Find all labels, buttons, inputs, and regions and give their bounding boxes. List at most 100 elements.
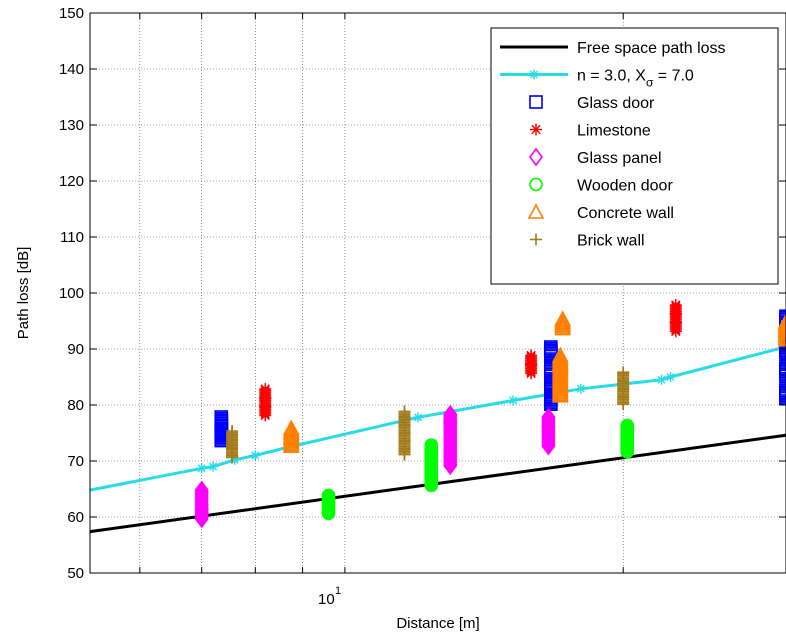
data-point [443,432,458,452]
y-axis-label: Path loss [dB] [15,247,32,340]
data-point [551,356,569,372]
data-point [194,501,209,520]
data-point [541,424,556,443]
data-point [194,486,209,506]
legend-label-limestone: Limestone [577,123,651,140]
data-point [541,415,556,435]
legend-marker-glass-door [529,95,543,109]
x-axis-label: Distance [m] [396,615,479,632]
fitted-model-point [196,463,207,474]
data-point [541,435,556,454]
data-point [551,387,569,403]
fitted-model-point [250,450,261,461]
x-tick-label-base: 10 [318,591,335,608]
data-point [620,428,635,442]
data-point [443,414,458,434]
legend-marker-brick-wall [530,233,542,246]
data-point [194,480,209,500]
data-point [194,499,209,519]
data-point [443,412,458,432]
data-point [779,369,786,384]
data-point [443,406,458,426]
data-point [194,508,209,527]
data-point [194,485,209,504]
data-point [443,411,458,430]
data-point [541,425,556,445]
legend-label-wooden-door: Wooden door [577,178,673,195]
y-tick-label: 90 [67,341,84,358]
legend-box [490,27,779,285]
data-point [194,488,209,508]
data-point [541,417,556,436]
data-point [525,359,538,371]
y-tick-label: 120 [59,173,84,190]
axis-ticks: 50 60 70 80 90 100 110 120 130 140 150 [59,5,786,582]
data-point [398,415,411,427]
data-point [541,410,556,430]
data-point [551,375,569,392]
y-tick-label: 60 [67,509,84,526]
data-point [443,443,458,463]
data-point [525,367,538,380]
fitted-model-point [229,454,240,465]
data-point [443,430,458,450]
data-point [443,404,458,424]
data-point [194,498,209,517]
data-point [443,422,458,442]
legend-marker-concrete-wall [527,203,545,219]
legend-marker-glass-panel [529,147,543,167]
data-point [398,426,411,439]
data-point [194,509,209,529]
data-point [443,408,458,427]
series-brick-wall [226,366,630,464]
x-tick-label-exponent: 1 [335,585,341,597]
data-point [259,409,272,422]
data-point [544,397,558,412]
series-wooden-door [321,418,635,521]
data-point [617,398,630,411]
y-tick-label: 50 [67,565,84,582]
y-tick-label: 140 [59,61,84,78]
legend-label-free-space: Free space path loss [577,40,726,57]
data-point [443,453,458,472]
data-point [551,364,569,381]
legend-label-fitted-model: n = 3.0, Xσ = 7.0 [577,68,694,90]
data-point [669,308,682,321]
data-point [194,482,209,501]
legend-label-glass-door: Glass door [577,95,655,112]
data-point [282,429,300,445]
data-point [541,436,556,456]
legend: Free space path loss n = 3.0, Xσ = 7.0 Gla… [490,27,779,285]
data-point [669,325,682,338]
data-point [617,387,630,399]
data-point [669,317,682,329]
data-point [541,412,556,432]
data-point [779,346,786,361]
y-tick-label: 110 [60,229,84,246]
data-markers [194,299,786,529]
data-point [398,448,411,461]
fitted-model-point [665,372,676,382]
y-tick-label: 100 [59,285,84,302]
data-point [226,434,239,447]
data-point [617,375,630,388]
fitted-model-point [575,383,586,394]
y-tick-label: 70 [67,453,84,470]
data-point [424,447,439,462]
y-tick-label: 130 [59,117,84,134]
data-point [541,433,556,453]
fitted-model-point [656,374,667,385]
data-point [194,483,209,503]
data-point [259,392,272,405]
data-point [777,331,786,347]
data-point [443,456,458,476]
data-point [541,414,556,433]
data-point [194,490,209,509]
y-tick-label: 150 [59,5,84,22]
data-point [259,401,272,413]
legend-label-glass-panel: Glass panel [577,150,662,167]
data-point [398,437,411,450]
data-point [321,498,336,512]
series-glass-panel [194,404,556,529]
